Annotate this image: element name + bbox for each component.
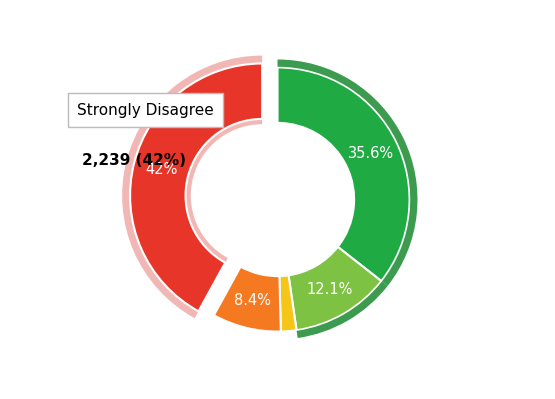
Wedge shape [296, 282, 387, 338]
Wedge shape [278, 59, 417, 286]
Wedge shape [279, 275, 296, 332]
Wedge shape [122, 55, 262, 318]
Wedge shape [214, 267, 281, 332]
Wedge shape [278, 67, 410, 281]
Text: 2,239 (42%): 2,239 (42%) [82, 153, 186, 168]
Wedge shape [130, 63, 262, 311]
Wedge shape [289, 247, 381, 330]
Text: 42%: 42% [145, 162, 177, 177]
Text: 35.6%: 35.6% [349, 146, 395, 161]
Text: 8.4%: 8.4% [234, 293, 271, 308]
Text: 12.1%: 12.1% [306, 282, 353, 297]
Text: Strongly Disagree: Strongly Disagree [77, 103, 214, 118]
